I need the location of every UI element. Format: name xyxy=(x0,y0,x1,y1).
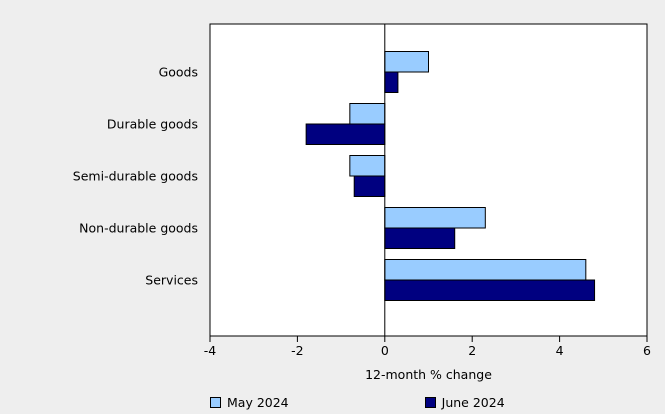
x-axis-ticks: -4 -2 0 2 4 6 xyxy=(204,336,651,358)
x-tick-label: 0 xyxy=(381,343,389,358)
bar-june-non-durable-goods xyxy=(384,227,456,249)
x-tick-label: 6 xyxy=(643,343,651,358)
category-labels: Goods Durable goods Semi-durable goods Non-… xyxy=(73,65,198,288)
category-label-semi-durable-goods: Semi-durable goods xyxy=(73,169,198,184)
bar-june-services xyxy=(384,279,596,301)
legend-swatch-june xyxy=(424,397,436,408)
bar-june-goods xyxy=(384,71,399,93)
category-label-non-durable-goods: Non-durable goods xyxy=(79,221,198,236)
legend-swatch-may xyxy=(210,397,221,408)
bar-may-durable-goods xyxy=(349,103,386,125)
legend-item-may: May 2024 xyxy=(210,395,289,410)
legend-label-may: May 2024 xyxy=(227,395,289,410)
x-axis-label: 12-month % change xyxy=(365,367,492,382)
bar-may-services xyxy=(384,259,587,281)
category-label-durable-goods: Durable goods xyxy=(107,117,198,132)
bar-june-durable-goods xyxy=(305,123,386,145)
legend-item-june: June 2024 xyxy=(424,395,505,410)
category-label-goods: Goods xyxy=(159,65,198,80)
x-tick-label: -4 xyxy=(204,343,217,358)
x-tick-label: -2 xyxy=(291,343,303,358)
bar-may-semi-durable-goods xyxy=(349,155,386,177)
bar-may-non-durable-goods xyxy=(384,207,486,229)
bar-may-goods xyxy=(384,51,429,73)
bar-june-semi-durable-goods xyxy=(353,175,386,197)
legend: May 2024 June 2024 xyxy=(210,395,641,410)
bars-layer xyxy=(305,51,596,301)
legend-label-june: June 2024 xyxy=(441,395,505,410)
category-label-services: Services xyxy=(145,273,198,288)
x-tick-label: 4 xyxy=(556,343,564,358)
x-tick-label: 2 xyxy=(468,343,476,358)
